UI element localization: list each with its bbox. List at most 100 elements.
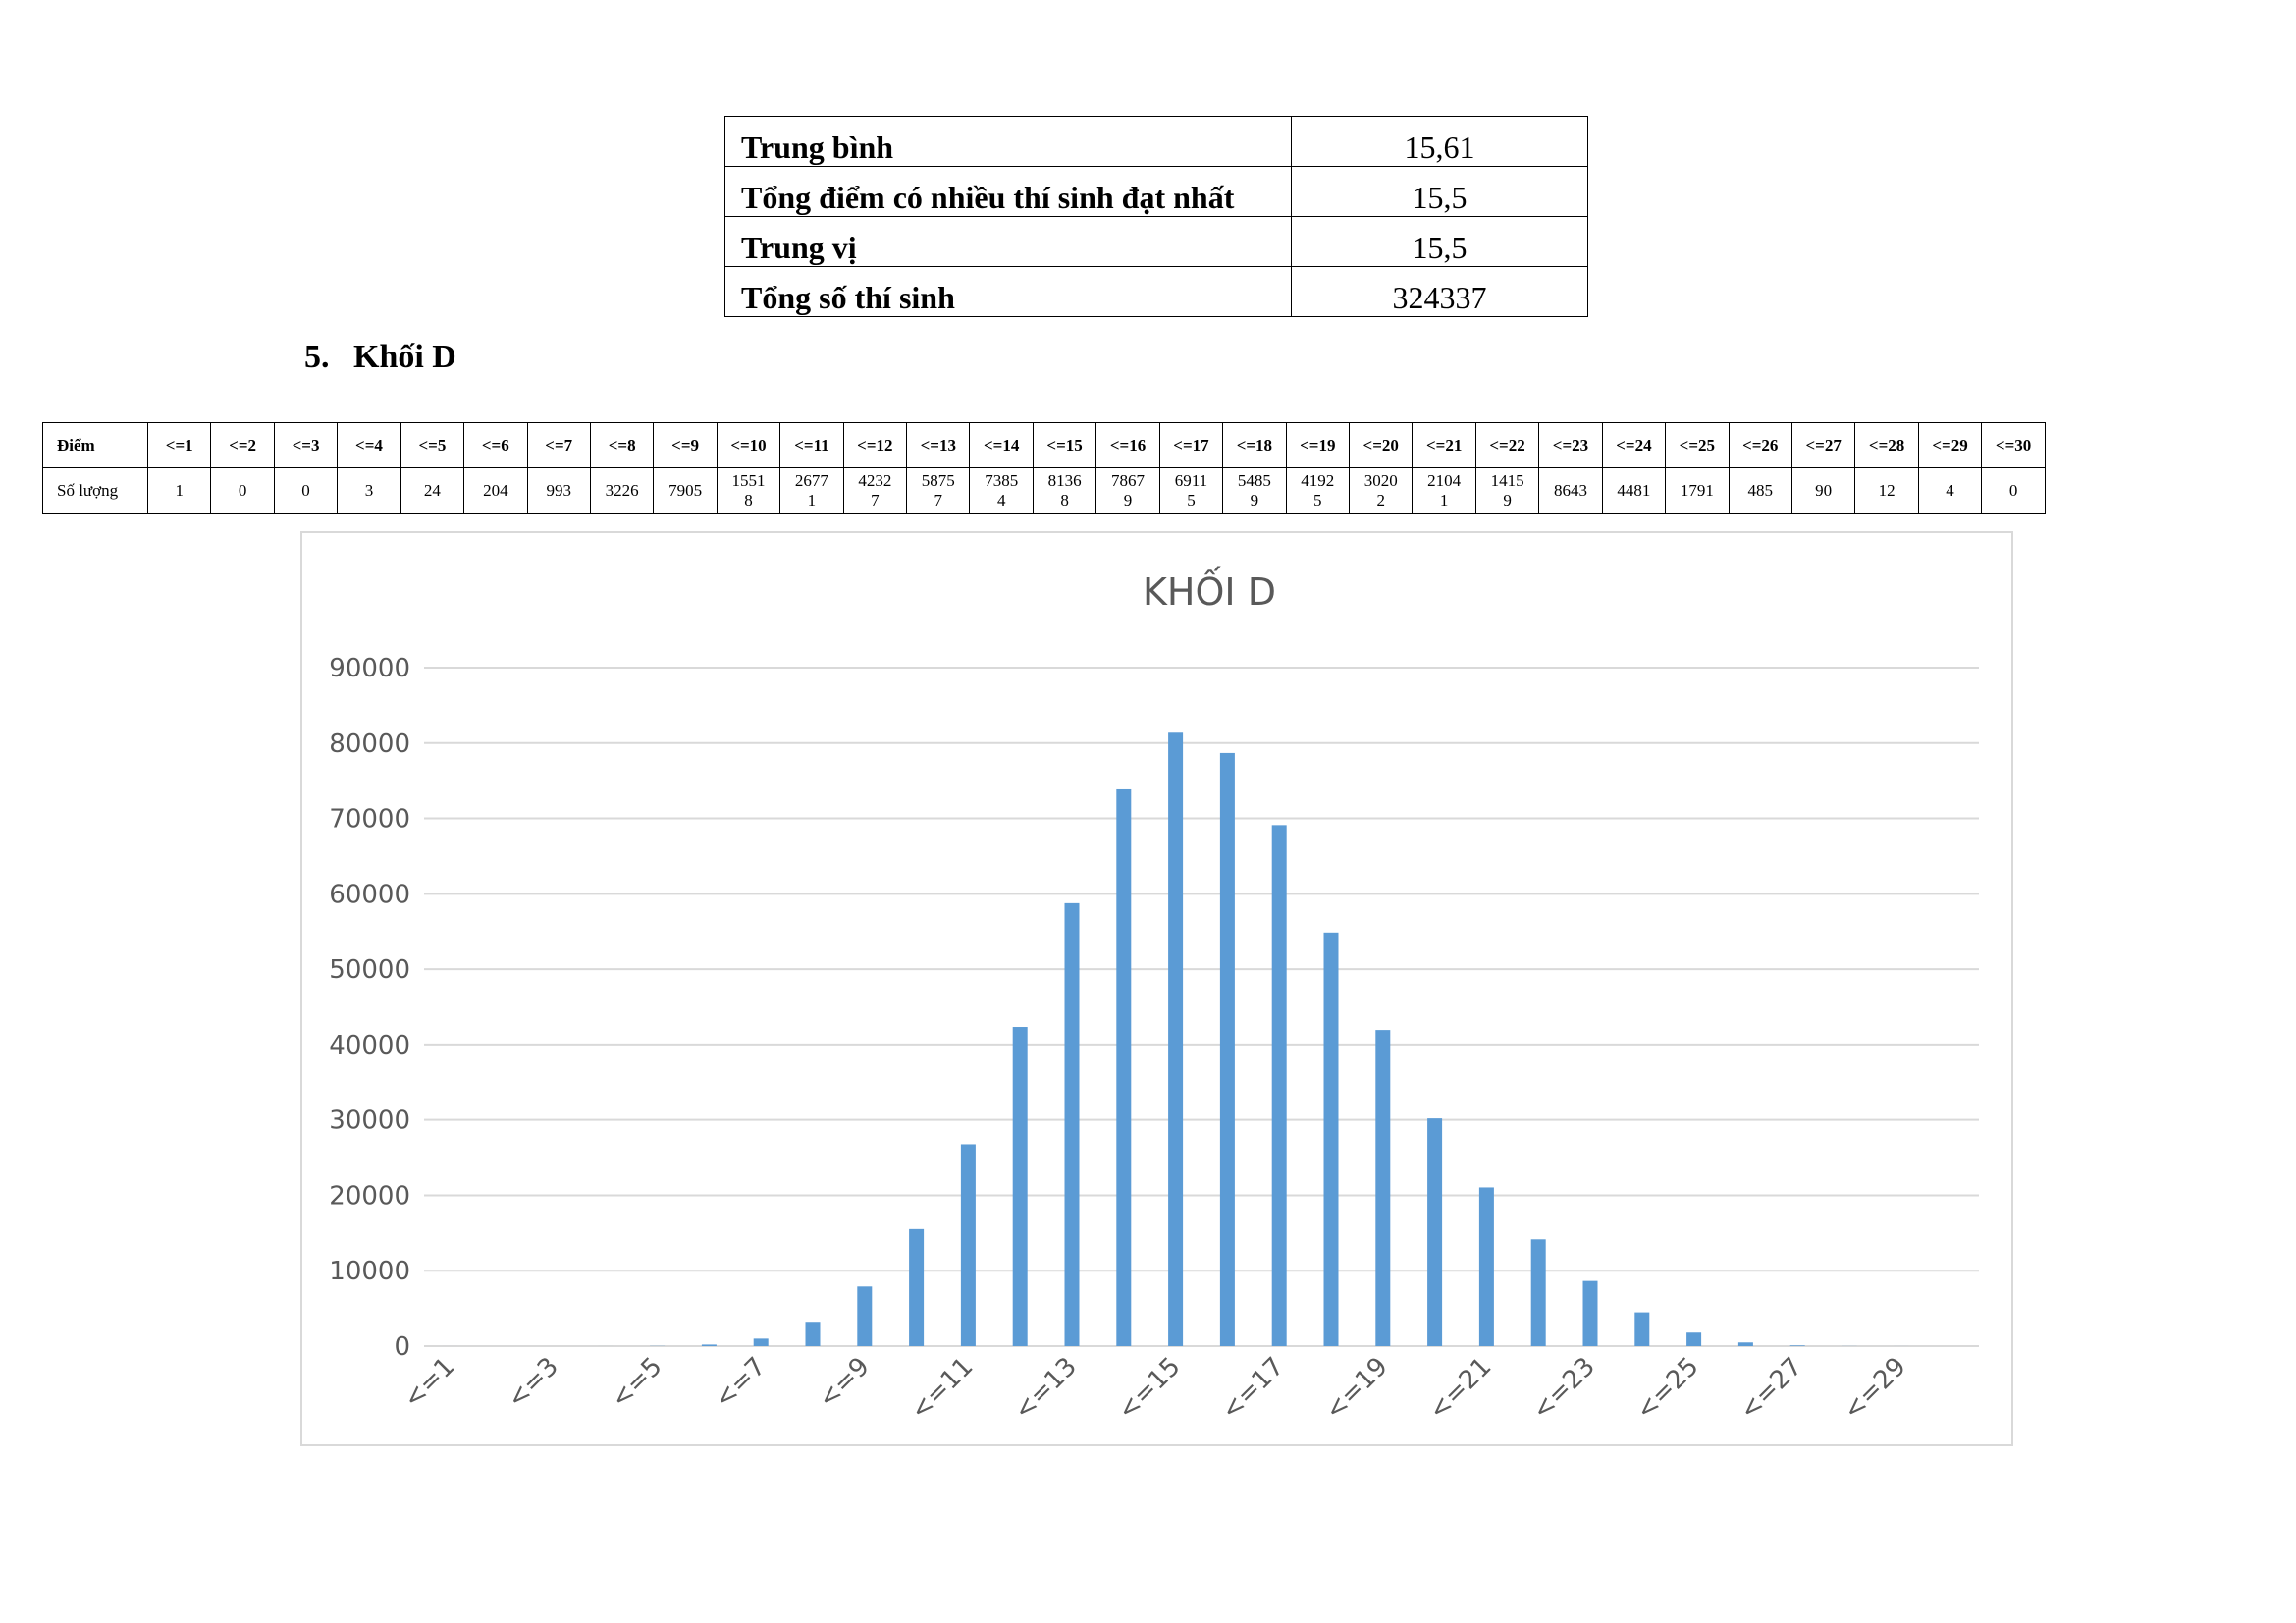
- count-cell: 1791: [1665, 467, 1730, 514]
- section-heading: 5. Khối D: [304, 339, 456, 376]
- count-text: 7905: [668, 480, 703, 500]
- score-header-text: <=11: [794, 435, 829, 455]
- score-header-text: <=3: [292, 435, 320, 455]
- count-text: 485: [1747, 480, 1774, 500]
- score-header-cell: <=7: [526, 422, 591, 468]
- y-tick-label: 10000: [329, 1257, 410, 1286]
- bar: [701, 1344, 717, 1346]
- stats-row: Tổng điểm có nhiều thí sinh đạt nhất 15,5: [724, 166, 1588, 217]
- count-text: 0: [301, 480, 310, 500]
- count-text: 4: [1946, 480, 1954, 500]
- count-text: 1791: [1680, 480, 1714, 500]
- count-row-label: Số lượng: [42, 467, 148, 514]
- score-header-cell: <=3: [273, 422, 339, 468]
- count-cell: 54859: [1222, 467, 1287, 514]
- score-header-cell: <=2: [210, 422, 275, 468]
- score-header-text: <=17: [1173, 435, 1209, 455]
- score-header-text: <=6: [481, 435, 509, 455]
- bar: [1375, 1030, 1391, 1346]
- stats-label: Tổng điểm có nhiều thí sinh đạt nhất: [724, 166, 1292, 217]
- x-tick-label: <=11: [905, 1352, 979, 1426]
- y-tick-label: 80000: [329, 730, 410, 759]
- count-cell: 993: [526, 467, 591, 514]
- count-text: 42327: [858, 470, 892, 510]
- count-text: 3: [364, 480, 374, 500]
- count-text: 26771: [794, 470, 828, 510]
- count-text: 58757: [921, 470, 955, 510]
- count-cell: 0: [210, 467, 275, 514]
- count-cell: 42327: [842, 467, 908, 514]
- x-tick-label: <=3: [502, 1352, 564, 1415]
- count-cell: 14159: [1474, 467, 1540, 514]
- score-header-text: <=30: [1995, 435, 2032, 455]
- count-cell: 8643: [1538, 467, 1603, 514]
- bar: [1530, 1239, 1546, 1346]
- count-cell: 0: [273, 467, 339, 514]
- y-tick-label: 40000: [329, 1031, 410, 1060]
- count-cell: 58757: [906, 467, 971, 514]
- score-header-cell: <=13: [906, 422, 971, 468]
- score-header-cell: <=30: [1981, 422, 2046, 468]
- x-tick-label: <=15: [1112, 1352, 1186, 1426]
- bar: [1582, 1280, 1598, 1346]
- count-cell: 24: [400, 467, 465, 514]
- score-header-text: <=16: [1109, 435, 1147, 455]
- stats-value: 15,61: [1291, 116, 1588, 167]
- score-header-text: <=1: [165, 435, 193, 455]
- bar: [1219, 752, 1235, 1346]
- score-header-cell: <=12: [842, 422, 908, 468]
- stats-label: Tổng số thí sinh: [724, 266, 1292, 317]
- count-cell: 73854: [969, 467, 1034, 514]
- score-header-cell: <=20: [1349, 422, 1414, 468]
- count-cell: 41925: [1285, 467, 1351, 514]
- count-cell: 21041: [1412, 467, 1476, 514]
- count-text: 30202: [1363, 470, 1398, 510]
- score-header-cell: <=21: [1412, 422, 1476, 468]
- count-text: 8643: [1553, 480, 1587, 500]
- count-text: 1: [175, 480, 184, 500]
- score-header-cell: <=16: [1095, 422, 1160, 468]
- score-header-cell: <=24: [1601, 422, 1667, 468]
- x-tick-label: <=23: [1527, 1352, 1601, 1426]
- score-header-text: <=4: [355, 435, 383, 455]
- score-header-cell: <=10: [716, 422, 781, 468]
- score-header-cell: <=5: [400, 422, 465, 468]
- score-header-cell: <=14: [969, 422, 1034, 468]
- count-text: 69115: [1174, 470, 1208, 510]
- x-tick-label: <=29: [1838, 1352, 1911, 1426]
- count-text: 24: [423, 480, 441, 500]
- bar: [1789, 1345, 1805, 1346]
- stats-label: Trung bình: [724, 116, 1292, 167]
- summary-stats-table: Trung bình 15,61 Tổng điểm có nhiều thí si…: [724, 116, 1588, 317]
- stats-label: Trung vị: [724, 216, 1292, 267]
- score-header-cell: <=15: [1032, 422, 1097, 468]
- score-header-text: <=15: [1046, 435, 1083, 455]
- count-text: 54859: [1237, 470, 1271, 510]
- x-tick-label: <=17: [1216, 1352, 1290, 1426]
- bar: [909, 1228, 925, 1346]
- bar: [1686, 1332, 1702, 1346]
- score-header-cell: <=29: [1917, 422, 1983, 468]
- chart-container: KHỐI D 0 10000 20000 30000 40000 50000 60000 700…: [300, 531, 2013, 1446]
- score-header-cell: <=26: [1728, 422, 1792, 468]
- score-header-cell: <=11: [779, 422, 844, 468]
- score-header-text: <=26: [1742, 435, 1779, 455]
- score-header-cell: <=1: [146, 422, 212, 468]
- score-header-cell: <=8: [589, 422, 655, 468]
- stats-row: Trung bình 15,61: [724, 116, 1588, 167]
- count-text: 4481: [1617, 480, 1651, 500]
- bar: [1116, 788, 1132, 1346]
- score-header-text: <=23: [1552, 435, 1589, 455]
- x-tick-label: <=19: [1319, 1352, 1393, 1426]
- count-cell: 3: [337, 467, 401, 514]
- stats-value: 15,5: [1291, 216, 1588, 267]
- score-header-cell: <=17: [1158, 422, 1224, 468]
- stats-row: Tổng số thí sinh 324337: [724, 266, 1588, 317]
- score-row: Điểm <=1 <=2 <=3 <=4 <=5 <=6 <=7 <=8 <=9 <=10 <=11…: [42, 422, 2046, 468]
- score-header-cell: <=6: [463, 422, 528, 468]
- y-tick-label: 90000: [329, 654, 410, 683]
- count-text: 3226: [605, 480, 639, 500]
- score-row-label: Điểm: [42, 422, 148, 468]
- score-header-text: <=12: [857, 435, 893, 455]
- score-header-text: <=13: [920, 435, 956, 455]
